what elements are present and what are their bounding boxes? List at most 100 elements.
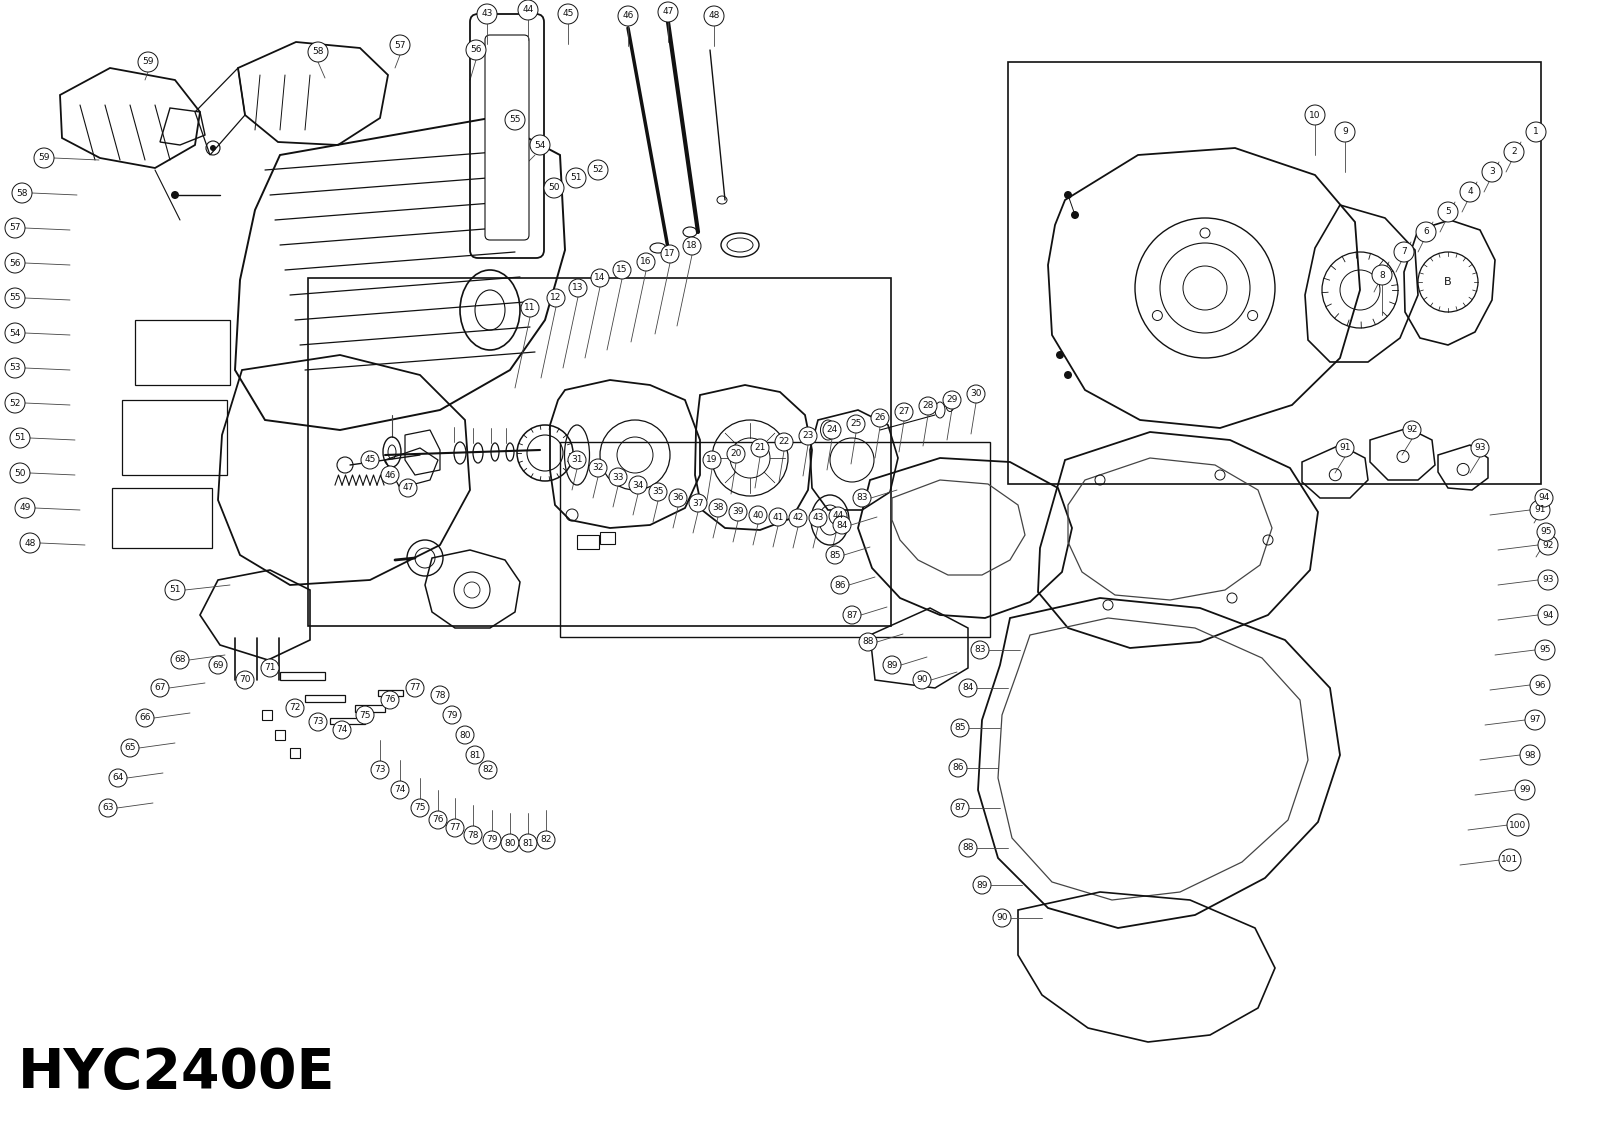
Circle shape [669, 489, 686, 507]
Text: 92: 92 [1406, 425, 1418, 434]
Circle shape [568, 451, 586, 469]
Circle shape [5, 392, 26, 413]
Text: 75: 75 [414, 803, 426, 812]
Text: 51: 51 [14, 433, 26, 442]
Circle shape [10, 463, 30, 483]
Circle shape [950, 798, 970, 817]
Circle shape [429, 811, 446, 829]
Circle shape [749, 506, 766, 524]
Circle shape [1056, 351, 1064, 359]
Text: 67: 67 [154, 683, 166, 692]
Circle shape [122, 739, 139, 757]
Text: 53: 53 [10, 363, 21, 372]
Circle shape [390, 782, 410, 798]
Circle shape [830, 576, 850, 594]
Circle shape [1152, 311, 1162, 320]
Circle shape [822, 421, 842, 439]
Text: 77: 77 [410, 683, 421, 692]
Text: 88: 88 [962, 844, 974, 853]
Text: 47: 47 [662, 8, 674, 17]
Text: 90: 90 [917, 675, 928, 684]
Text: 6: 6 [1422, 227, 1429, 236]
Text: 78: 78 [467, 830, 478, 839]
Circle shape [10, 428, 30, 448]
Circle shape [610, 468, 627, 486]
Text: 50: 50 [14, 468, 26, 477]
Circle shape [5, 359, 26, 378]
Text: 37: 37 [693, 499, 704, 508]
Text: 73: 73 [374, 766, 386, 775]
FancyBboxPatch shape [485, 35, 530, 240]
Text: 55: 55 [10, 294, 21, 302]
Text: 59: 59 [142, 58, 154, 67]
Text: 56: 56 [470, 45, 482, 54]
Circle shape [171, 191, 179, 199]
Circle shape [390, 35, 410, 55]
Text: 27: 27 [898, 407, 910, 416]
Text: 47: 47 [402, 483, 414, 492]
Bar [355, 705, 386, 713]
Circle shape [478, 761, 498, 779]
Circle shape [466, 40, 486, 60]
Text: 71: 71 [264, 664, 275, 673]
Circle shape [483, 831, 501, 849]
Bar [280, 672, 325, 680]
Circle shape [942, 391, 962, 409]
Text: 82: 82 [482, 766, 494, 775]
Circle shape [381, 691, 398, 709]
Text: 82: 82 [541, 836, 552, 845]
Text: 100: 100 [1509, 820, 1526, 829]
Circle shape [1394, 242, 1414, 262]
Bar [306, 696, 346, 702]
Text: 101: 101 [1501, 855, 1518, 864]
Text: 58: 58 [16, 189, 27, 198]
Bar [330, 718, 365, 724]
Circle shape [406, 679, 424, 697]
Text: 87: 87 [846, 611, 858, 620]
Circle shape [966, 385, 986, 403]
Text: 32: 32 [592, 464, 603, 473]
Circle shape [5, 288, 26, 308]
Bar [275, 729, 285, 740]
Circle shape [1538, 523, 1555, 541]
Text: 51: 51 [570, 173, 582, 182]
Circle shape [398, 480, 418, 497]
Text: 3: 3 [1490, 167, 1494, 176]
Text: 35: 35 [653, 487, 664, 497]
Text: 36: 36 [672, 493, 683, 502]
Text: 78: 78 [434, 691, 446, 699]
Circle shape [1064, 371, 1072, 379]
Text: 83: 83 [974, 646, 986, 655]
Text: 72: 72 [290, 703, 301, 713]
Circle shape [834, 516, 851, 534]
Circle shape [613, 261, 630, 279]
Circle shape [171, 651, 189, 670]
Circle shape [443, 706, 461, 724]
Text: 12: 12 [550, 294, 562, 302]
Text: 57: 57 [394, 41, 406, 50]
Circle shape [774, 433, 794, 451]
Circle shape [1070, 211, 1078, 219]
Text: 58: 58 [312, 48, 323, 57]
Circle shape [826, 546, 845, 564]
Text: 74: 74 [336, 725, 347, 734]
Text: 25: 25 [850, 420, 862, 429]
Circle shape [1520, 745, 1539, 765]
Circle shape [1438, 202, 1458, 222]
Text: 85: 85 [829, 551, 840, 560]
Circle shape [518, 0, 538, 20]
Circle shape [136, 709, 154, 727]
Circle shape [658, 2, 678, 21]
Circle shape [1526, 122, 1546, 143]
Circle shape [1499, 849, 1522, 871]
Circle shape [690, 494, 707, 512]
Circle shape [1064, 191, 1072, 199]
Circle shape [5, 323, 26, 343]
Text: 29: 29 [946, 396, 958, 405]
Circle shape [1515, 780, 1534, 800]
Text: 18: 18 [686, 242, 698, 250]
Bar [578, 535, 598, 549]
Circle shape [544, 178, 563, 198]
Circle shape [1538, 605, 1558, 625]
Text: 90: 90 [997, 914, 1008, 923]
